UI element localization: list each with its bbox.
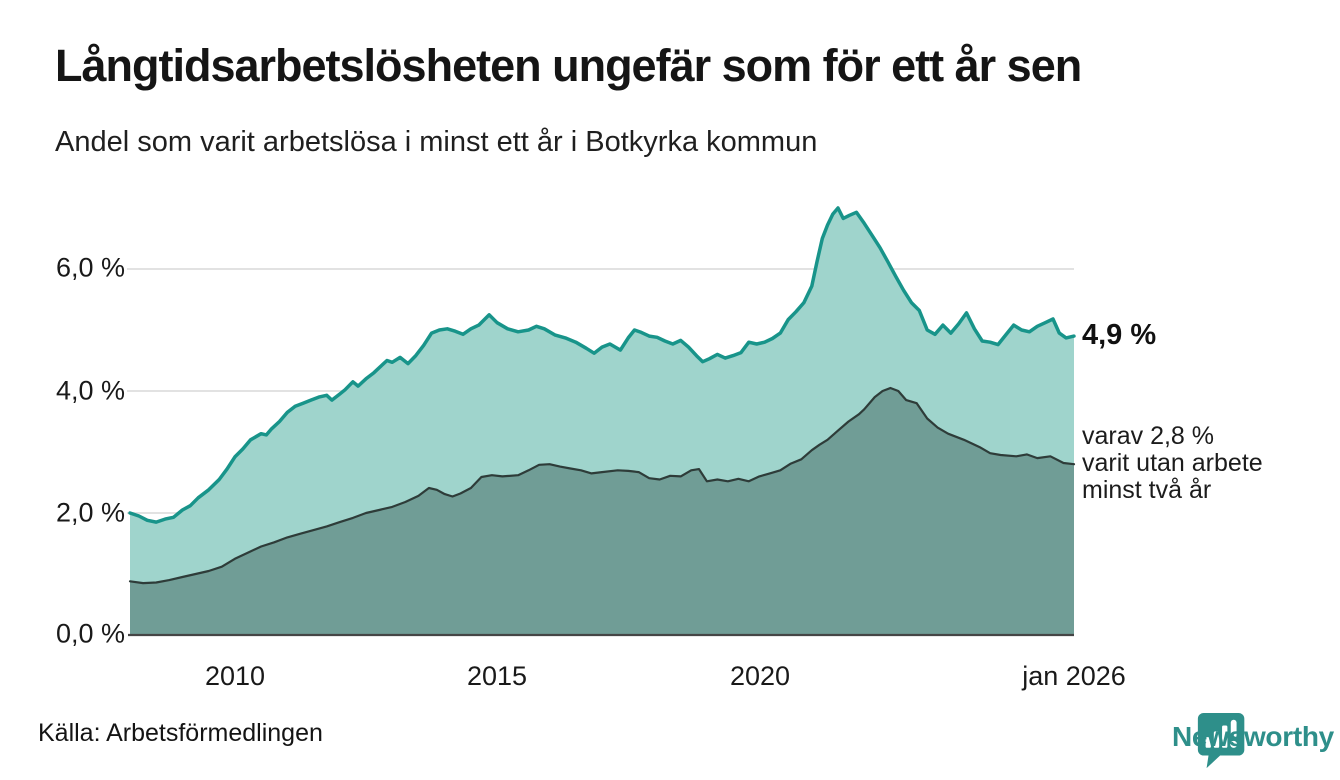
chart-title: Långtidsarbetslösheten ungefär som för e…: [55, 40, 1082, 91]
two-year-label-line1: varav 2,8 %: [1082, 422, 1215, 450]
y-axis-tick-4: 4,0 %: [55, 375, 125, 406]
source-note: Källa: Arbetsförmedlingen: [38, 719, 323, 747]
y-axis-tick-0: 0,0 %: [55, 618, 125, 649]
x-axis-tick-2010: 2010: [204, 661, 266, 691]
x-axis-tick-2020: 2020: [729, 661, 791, 691]
y-axis-tick-6: 6,0 %: [55, 252, 125, 283]
latest-value-label-two-year: varav 2,8 % varit utan arbete minst två …: [1082, 423, 1263, 504]
newsworthy-logo-text: Newsworthy: [1172, 721, 1334, 752]
two-year-label-line3: minst två år: [1082, 476, 1212, 504]
two-year-label-line2: varit utan arbete: [1082, 449, 1263, 477]
newsworthy-logo-icon: [1197, 712, 1245, 769]
line-series-0: [128, 206, 1076, 524]
area-fill-series-1: [130, 388, 1074, 635]
latest-value-label-total: 4,9 %: [1082, 319, 1157, 351]
line-series-1: [128, 386, 1076, 585]
chart-subtitle: Andel som varit arbetslösa i minst ett å…: [55, 126, 818, 158]
y-axis-tick-2: 2,0 %: [55, 497, 125, 528]
x-axis-tick-jan2026: jan 2026: [1022, 661, 1126, 691]
x-axis-tick-2015: 2015: [466, 661, 528, 691]
